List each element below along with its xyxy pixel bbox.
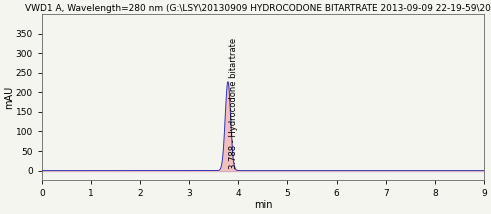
X-axis label: min: min (254, 200, 272, 210)
Text: 3.788 - Hydrocodone bitartrate: 3.788 - Hydrocodone bitartrate (229, 37, 238, 169)
Title: VWD1 A, Wavelength=280 nm (G:\LSY\20130909 HYDROCODONE BITARTRATE 2013-09-09 22-: VWD1 A, Wavelength=280 nm (G:\LSY\201309… (26, 4, 491, 13)
Y-axis label: mAU: mAU (4, 86, 14, 109)
